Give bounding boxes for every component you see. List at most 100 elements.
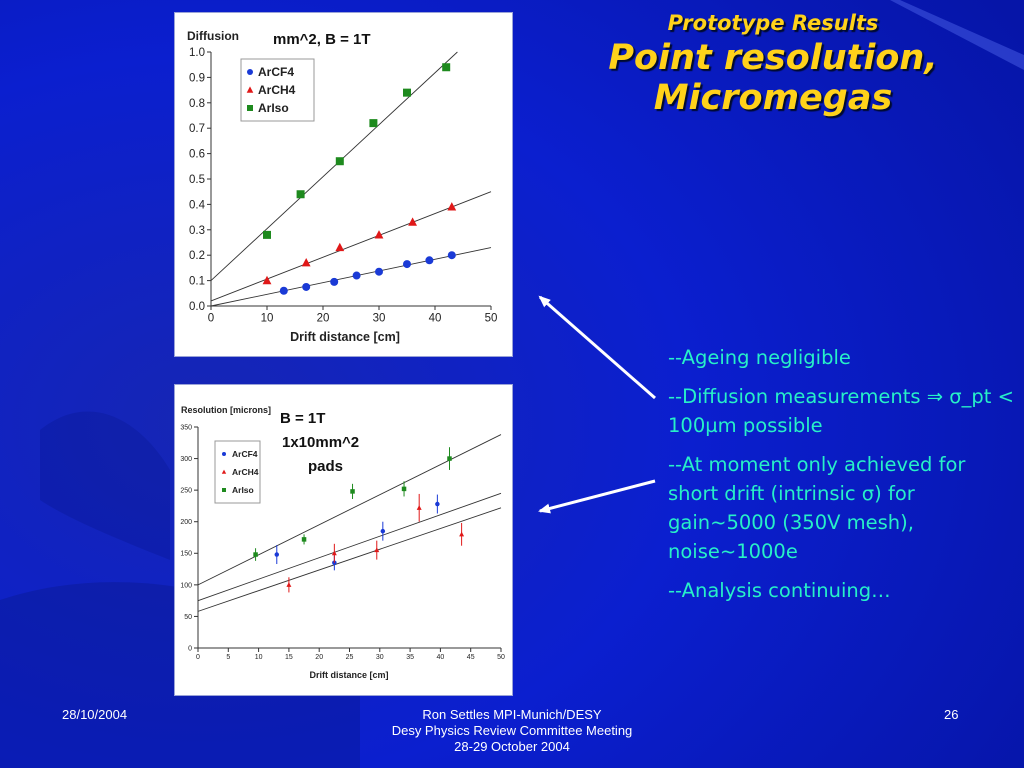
slide-title: Prototype Results Point resolution, Micr…	[548, 8, 998, 118]
fit-line-arch4	[197, 492, 502, 602]
data-point-ariso	[301, 537, 307, 542]
x-tick-label: 50	[485, 313, 498, 325]
data-point-arcf4	[435, 501, 440, 507]
legend-marker-arcf4	[247, 69, 253, 75]
fit-line-ariso	[210, 51, 458, 281]
legend-marker-ariso	[247, 105, 253, 111]
x-tick-label: 5	[226, 654, 230, 661]
legend-marker-arch4	[246, 86, 254, 93]
bullet-item: --At moment only achieved for short drif…	[668, 453, 966, 563]
x-tick-label: 10	[261, 313, 274, 325]
y-tick-label: 0.5	[189, 174, 205, 186]
resolution-chart-panel: 0 5 10 15 20 25 30 35 40 45 50 0 50 100 150 200 250 300 35…	[174, 384, 513, 696]
bullet-list: --Ageing negligible --Diffusion measurem…	[668, 343, 1018, 615]
y-tick-label: 0	[188, 645, 192, 652]
data-point-arch4	[301, 258, 311, 267]
legend-label-arcf4: ArCF4	[232, 449, 258, 459]
data-point-arch4	[447, 202, 457, 211]
resolution-annotation-line3: pads	[308, 458, 343, 475]
x-tick-label: 25	[346, 654, 354, 661]
data-point-ariso	[442, 63, 451, 72]
slide-title-line1: Prototype Results	[667, 11, 879, 35]
y-tick-label: 0.1	[189, 276, 205, 288]
y-tick-label: 0.2	[189, 250, 205, 262]
data-point-arcf4	[330, 277, 339, 286]
y-tick-label: 0.9	[189, 72, 205, 84]
y-tick-label: 250	[180, 488, 192, 495]
y-tick-label: 0.6	[189, 149, 205, 161]
legend-marker-arcf4	[222, 452, 226, 456]
resolution-y-label: Resolution [microns]	[181, 405, 271, 415]
fit-line-arch4	[210, 191, 492, 302]
x-tick-label: 30	[376, 654, 384, 661]
data-point-ariso	[369, 119, 378, 128]
fit-line-arcf4	[210, 247, 492, 307]
bullet-item: --Diffusion measurements ⇒ σ_pt < 100µm …	[668, 385, 1014, 437]
fit-line-arcf4	[197, 507, 502, 612]
legend-label-arch4: ArCH4	[258, 83, 296, 97]
data-point-arcf4	[447, 251, 456, 260]
y-tick-label: 0.7	[189, 123, 205, 135]
slide-title-line2: Point resolution,	[608, 38, 938, 78]
legend-label-ariso: ArIso	[232, 485, 254, 495]
data-point-arcf4	[302, 282, 311, 291]
x-tick-label: 45	[467, 654, 475, 661]
diffusion-chart: 0 10 20 30 40 50 0.0 0.1 0.2 0.3 0.4 0.5 0.6 0.7 0.8 0.…	[175, 13, 512, 356]
resolution-annotation-line1: B = 1T	[280, 410, 325, 427]
x-tick-label: 0	[196, 654, 200, 661]
data-point-arcf4	[380, 528, 386, 534]
x-tick-label: 20	[315, 654, 323, 661]
data-point-ariso	[401, 486, 407, 492]
resolution-x-label: Drift distance [cm]	[309, 670, 388, 680]
legend-marker-arch4	[221, 469, 227, 474]
data-point-arch4	[374, 547, 380, 553]
x-tick-label: 40	[429, 313, 442, 325]
data-point-ariso	[335, 157, 344, 166]
data-point-arcf4	[425, 256, 434, 265]
resolution-annotation-line2: 1x10mm^2	[282, 434, 359, 451]
data-point-ariso	[403, 88, 411, 97]
x-tick-label: 40	[437, 654, 445, 661]
y-tick-label: 0.4	[189, 199, 206, 211]
resolution-legend: ArCF4 ArCH4 ArIso	[214, 440, 261, 504]
footer-meeting-date: 28-29 October 2004	[454, 739, 570, 754]
data-point-arcf4	[279, 286, 288, 295]
footer-center: Ron Settles MPI-Munich/DESY Desy Physics…	[330, 707, 694, 755]
data-point-ariso	[296, 190, 305, 199]
diffusion-legend: ArCF4 ArCH4 ArIso	[240, 58, 315, 122]
y-tick-label: 100	[180, 582, 192, 589]
slide-title-line3: Micromegas	[653, 78, 893, 118]
legend-box	[214, 440, 261, 504]
y-tick-label: 150	[180, 551, 192, 558]
diffusion-chart-panel: 0 10 20 30 40 50 0.0 0.1 0.2 0.3 0.4 0.5 0.6 0.7 0.8 0.…	[174, 12, 513, 357]
y-tick-label: 50	[184, 614, 192, 621]
y-tick-label: 0.8	[189, 98, 205, 110]
x-tick-label: 35	[406, 654, 414, 661]
y-tick-label: 200	[180, 519, 192, 526]
data-point-arch4	[331, 550, 337, 556]
data-point-ariso	[263, 230, 271, 239]
legend-marker-ariso	[222, 488, 226, 492]
data-point-arcf4	[274, 552, 280, 557]
data-point-arch4	[408, 217, 417, 226]
data-point-arch4	[459, 531, 465, 537]
x-tick-label: 20	[317, 313, 330, 325]
diffusion-annotation: mm^2, B = 1T	[273, 31, 371, 48]
legend-label-arcf4: ArCF4	[258, 65, 294, 79]
y-tick-label: 350	[180, 424, 192, 431]
x-tick-label: 0	[208, 313, 214, 325]
legend-box	[240, 58, 315, 122]
y-tick-label: 0.3	[189, 225, 205, 237]
legend-label-arch4: ArCH4	[232, 467, 259, 477]
data-point-ariso	[447, 456, 452, 461]
x-tick-label: 15	[285, 654, 293, 661]
x-tick-label: 10	[255, 654, 263, 661]
diffusion-x-label: Drift distance [cm]	[290, 330, 400, 344]
x-tick-label: 50	[497, 654, 505, 661]
bullet-item: --Ageing negligible	[668, 346, 851, 369]
x-tick-label: 30	[373, 313, 386, 325]
data-point-arcf4	[375, 267, 383, 276]
y-tick-label: 1.0	[189, 47, 205, 59]
data-point-arch4	[416, 505, 422, 510]
footer-meeting: Desy Physics Review Committee Meeting	[391, 723, 633, 738]
